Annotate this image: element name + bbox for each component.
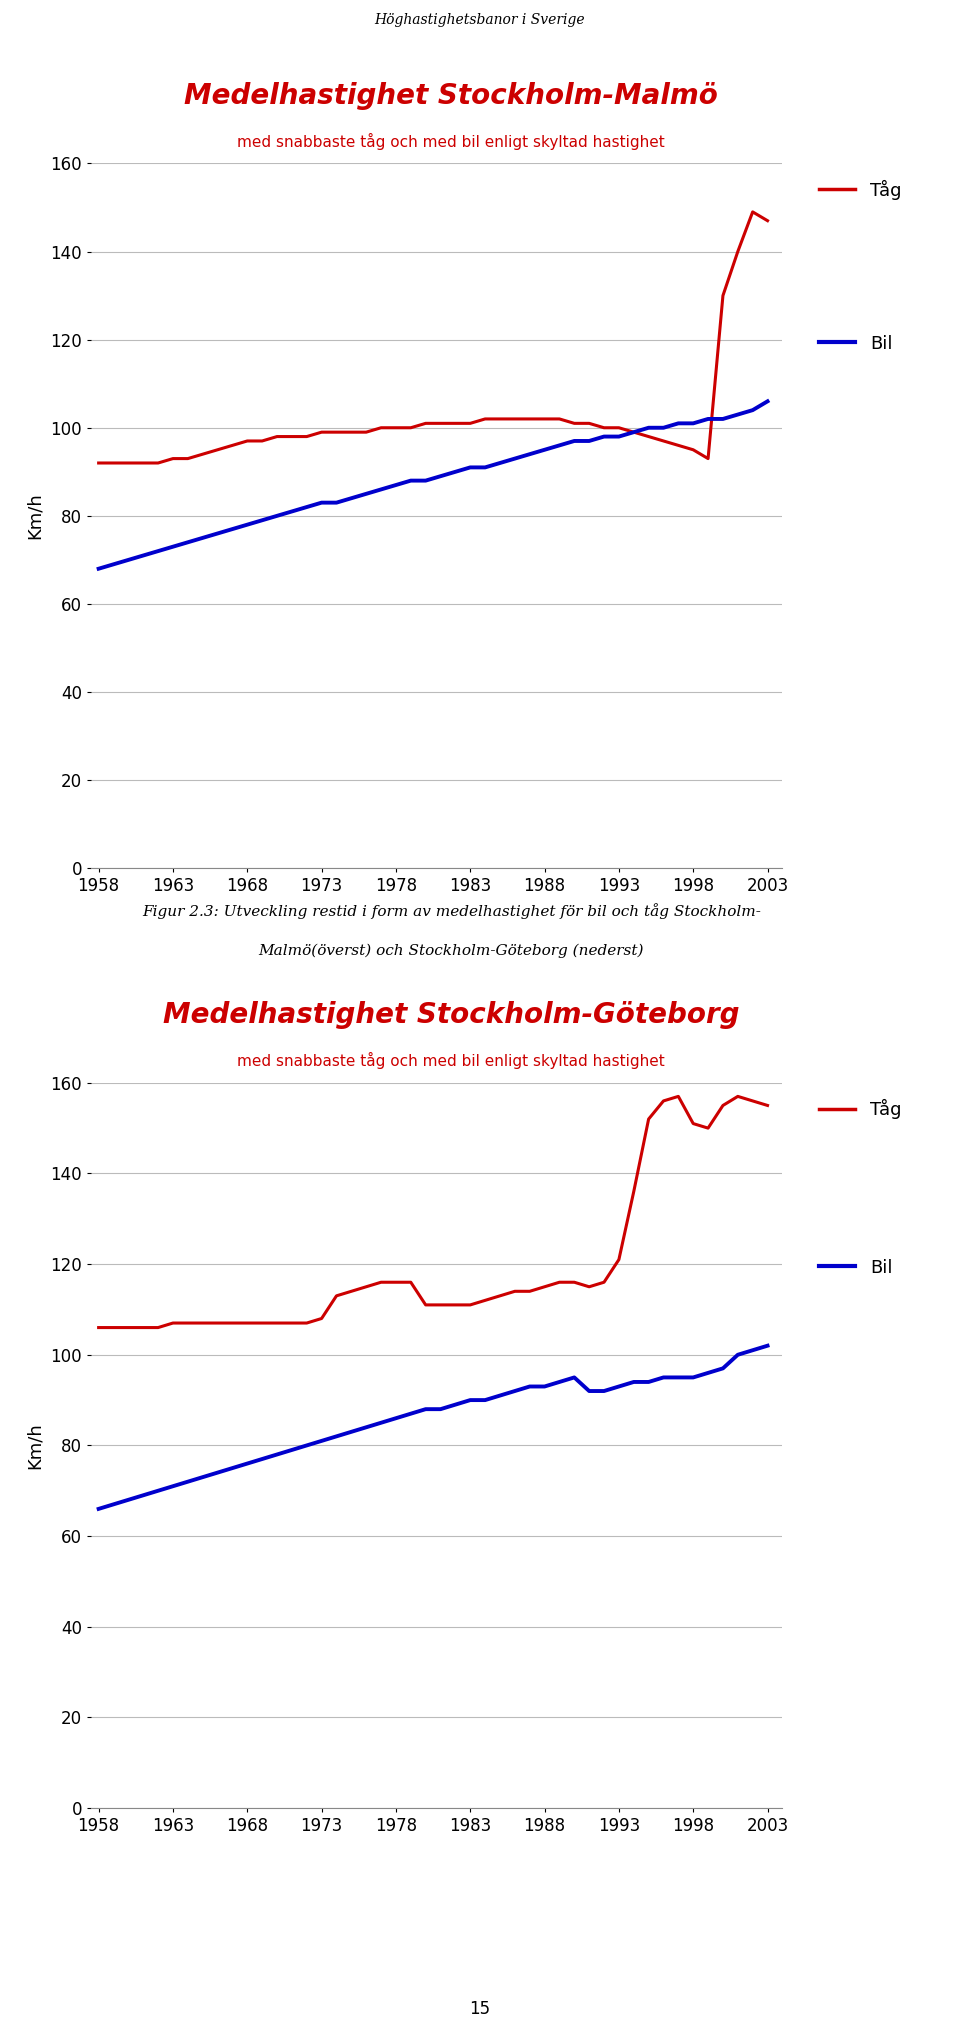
Text: med snabbaste tåg och med bil enligt skyltad hastighet: med snabbaste tåg och med bil enligt sky… bbox=[237, 1052, 665, 1068]
Legend: Bil: Bil bbox=[812, 1252, 900, 1283]
Text: Malmö(överst) och Stockholm-Göteborg (nederst): Malmö(överst) och Stockholm-Göteborg (ne… bbox=[258, 944, 644, 958]
Text: Höghastighetsbanor i Sverige: Höghastighetsbanor i Sverige bbox=[374, 12, 586, 27]
Text: Figur 2.3: Utveckling restid i form av medelhastighet för bil och tåg Stockholm-: Figur 2.3: Utveckling restid i form av m… bbox=[142, 903, 760, 919]
Y-axis label: Km/h: Km/h bbox=[26, 492, 43, 539]
Text: Medelhastighet Stockholm-Malmö: Medelhastighet Stockholm-Malmö bbox=[184, 82, 718, 110]
Legend: Bil: Bil bbox=[812, 327, 900, 360]
Text: med snabbaste tåg och med bil enligt skyltad hastighet: med snabbaste tåg och med bil enligt sky… bbox=[237, 133, 665, 149]
Y-axis label: Km/h: Km/h bbox=[26, 1422, 43, 1469]
Text: 15: 15 bbox=[469, 2000, 491, 2018]
Text: Medelhastighet Stockholm-Göteborg: Medelhastighet Stockholm-Göteborg bbox=[163, 1001, 739, 1030]
